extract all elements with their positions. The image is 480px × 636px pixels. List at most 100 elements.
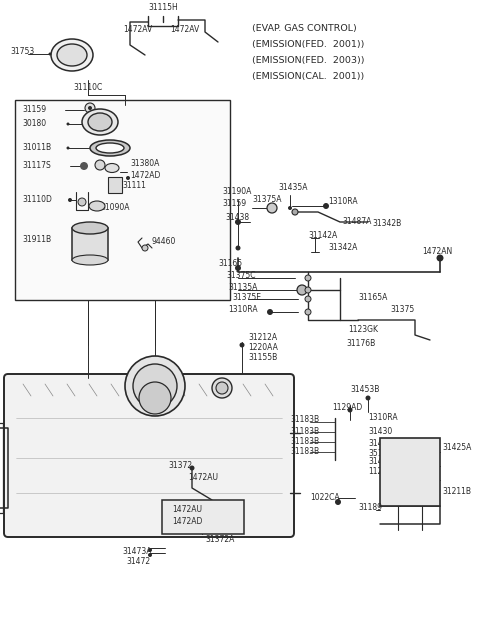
Text: 31487A: 31487A [342, 218, 372, 226]
Circle shape [240, 343, 244, 347]
Text: 30180: 30180 [22, 120, 46, 128]
Text: 31110C: 31110C [73, 83, 103, 92]
Text: 94460: 94460 [152, 237, 176, 247]
Circle shape [85, 103, 95, 113]
Circle shape [139, 382, 171, 414]
Text: 31372: 31372 [168, 462, 192, 471]
Text: 31183B: 31183B [290, 427, 319, 436]
Circle shape [267, 309, 273, 315]
Circle shape [142, 245, 148, 251]
Circle shape [78, 198, 86, 206]
Text: 1310RA: 1310RA [328, 198, 358, 207]
Circle shape [235, 265, 241, 271]
Text: 1310RA: 1310RA [228, 305, 258, 314]
Circle shape [216, 382, 228, 394]
Text: 31453B: 31453B [350, 385, 379, 394]
Circle shape [267, 203, 277, 213]
Circle shape [292, 209, 298, 215]
Text: 31155B: 31155B [248, 354, 277, 363]
Circle shape [125, 356, 185, 416]
Text: 31110D: 31110D [22, 195, 52, 205]
Circle shape [190, 466, 194, 471]
Circle shape [323, 203, 329, 209]
Ellipse shape [72, 255, 108, 265]
Text: 31435A: 31435A [278, 184, 308, 193]
Text: 1220AA: 1220AA [248, 343, 278, 352]
Text: 31211B: 31211B [442, 488, 471, 497]
Text: 31372A: 31372A [205, 536, 234, 544]
Text: 1472AD: 1472AD [172, 518, 203, 527]
Ellipse shape [96, 143, 124, 153]
Bar [72, 228, 108, 260]
Circle shape [365, 396, 371, 401]
Text: 1472AV: 1472AV [123, 25, 153, 34]
Circle shape [335, 499, 341, 505]
Ellipse shape [89, 201, 105, 211]
Circle shape [212, 378, 232, 398]
Text: 31212A: 31212A [248, 333, 277, 343]
Text: (EMISSION(CAL.  2001)): (EMISSION(CAL. 2001)) [252, 71, 364, 81]
Text: 31159: 31159 [22, 106, 46, 114]
Circle shape [67, 146, 70, 149]
Circle shape [305, 275, 311, 281]
Text: 31753: 31753 [10, 48, 34, 57]
Ellipse shape [105, 163, 119, 172]
Text: 1129AD: 1129AD [332, 403, 362, 413]
Circle shape [48, 53, 51, 55]
Text: 31011B: 31011B [22, 144, 51, 153]
Text: 31090A: 31090A [100, 204, 130, 212]
Text: 31176B: 31176B [346, 340, 375, 349]
Text: 31450C: 31450C [368, 438, 397, 448]
Circle shape [436, 254, 444, 261]
Text: 31189: 31189 [358, 504, 382, 513]
Text: 31911B: 31911B [22, 235, 51, 244]
Bar [108, 177, 122, 193]
Bar [15, 100, 230, 300]
Text: 31135A: 31135A [228, 284, 257, 293]
Text: 1472AU: 1472AU [188, 473, 218, 483]
Ellipse shape [90, 140, 130, 156]
Circle shape [148, 548, 152, 552]
Circle shape [236, 245, 240, 251]
Text: 31142A: 31142A [308, 232, 337, 240]
Text: 31342B: 31342B [372, 219, 401, 228]
Text: 31375A: 31375A [252, 195, 281, 205]
Circle shape [297, 285, 307, 295]
Text: 31165A: 31165A [358, 293, 387, 303]
Text: 1472AU: 1472AU [172, 506, 202, 515]
Circle shape [348, 408, 352, 413]
Bar [380, 438, 440, 506]
Text: 1472AV: 1472AV [170, 25, 200, 34]
Circle shape [133, 364, 177, 408]
Ellipse shape [57, 44, 87, 66]
Text: 1123AE: 1123AE [368, 467, 397, 476]
Ellipse shape [72, 222, 108, 234]
Text: 1472AD: 1472AD [130, 172, 160, 181]
Text: 31473A: 31473A [122, 548, 152, 556]
Text: 31183B: 31183B [290, 438, 319, 446]
Circle shape [88, 106, 92, 110]
Text: (EMISSION(FED.  2003)): (EMISSION(FED. 2003)) [252, 55, 364, 64]
Text: 31425A: 31425A [442, 443, 471, 452]
Text: 31375C: 31375C [226, 272, 255, 280]
Bar [162, 500, 244, 534]
FancyBboxPatch shape [4, 374, 294, 537]
Text: 35142B: 35142B [368, 448, 397, 457]
Circle shape [305, 287, 311, 293]
Text: 1022CA: 1022CA [310, 494, 340, 502]
Text: 1123GK: 1123GK [348, 326, 378, 335]
Ellipse shape [51, 39, 93, 71]
Circle shape [126, 176, 130, 180]
Circle shape [305, 309, 311, 315]
Circle shape [95, 160, 105, 170]
Circle shape [305, 296, 311, 302]
Text: 31117S: 31117S [22, 162, 51, 170]
Circle shape [67, 123, 70, 125]
Text: 31430: 31430 [368, 427, 392, 436]
Text: 1310RA: 1310RA [368, 413, 397, 422]
Ellipse shape [88, 113, 112, 131]
Text: 31111: 31111 [122, 181, 146, 191]
Circle shape [288, 206, 292, 210]
Text: 1472AN: 1472AN [422, 247, 452, 256]
Text: 31159: 31159 [222, 198, 246, 207]
